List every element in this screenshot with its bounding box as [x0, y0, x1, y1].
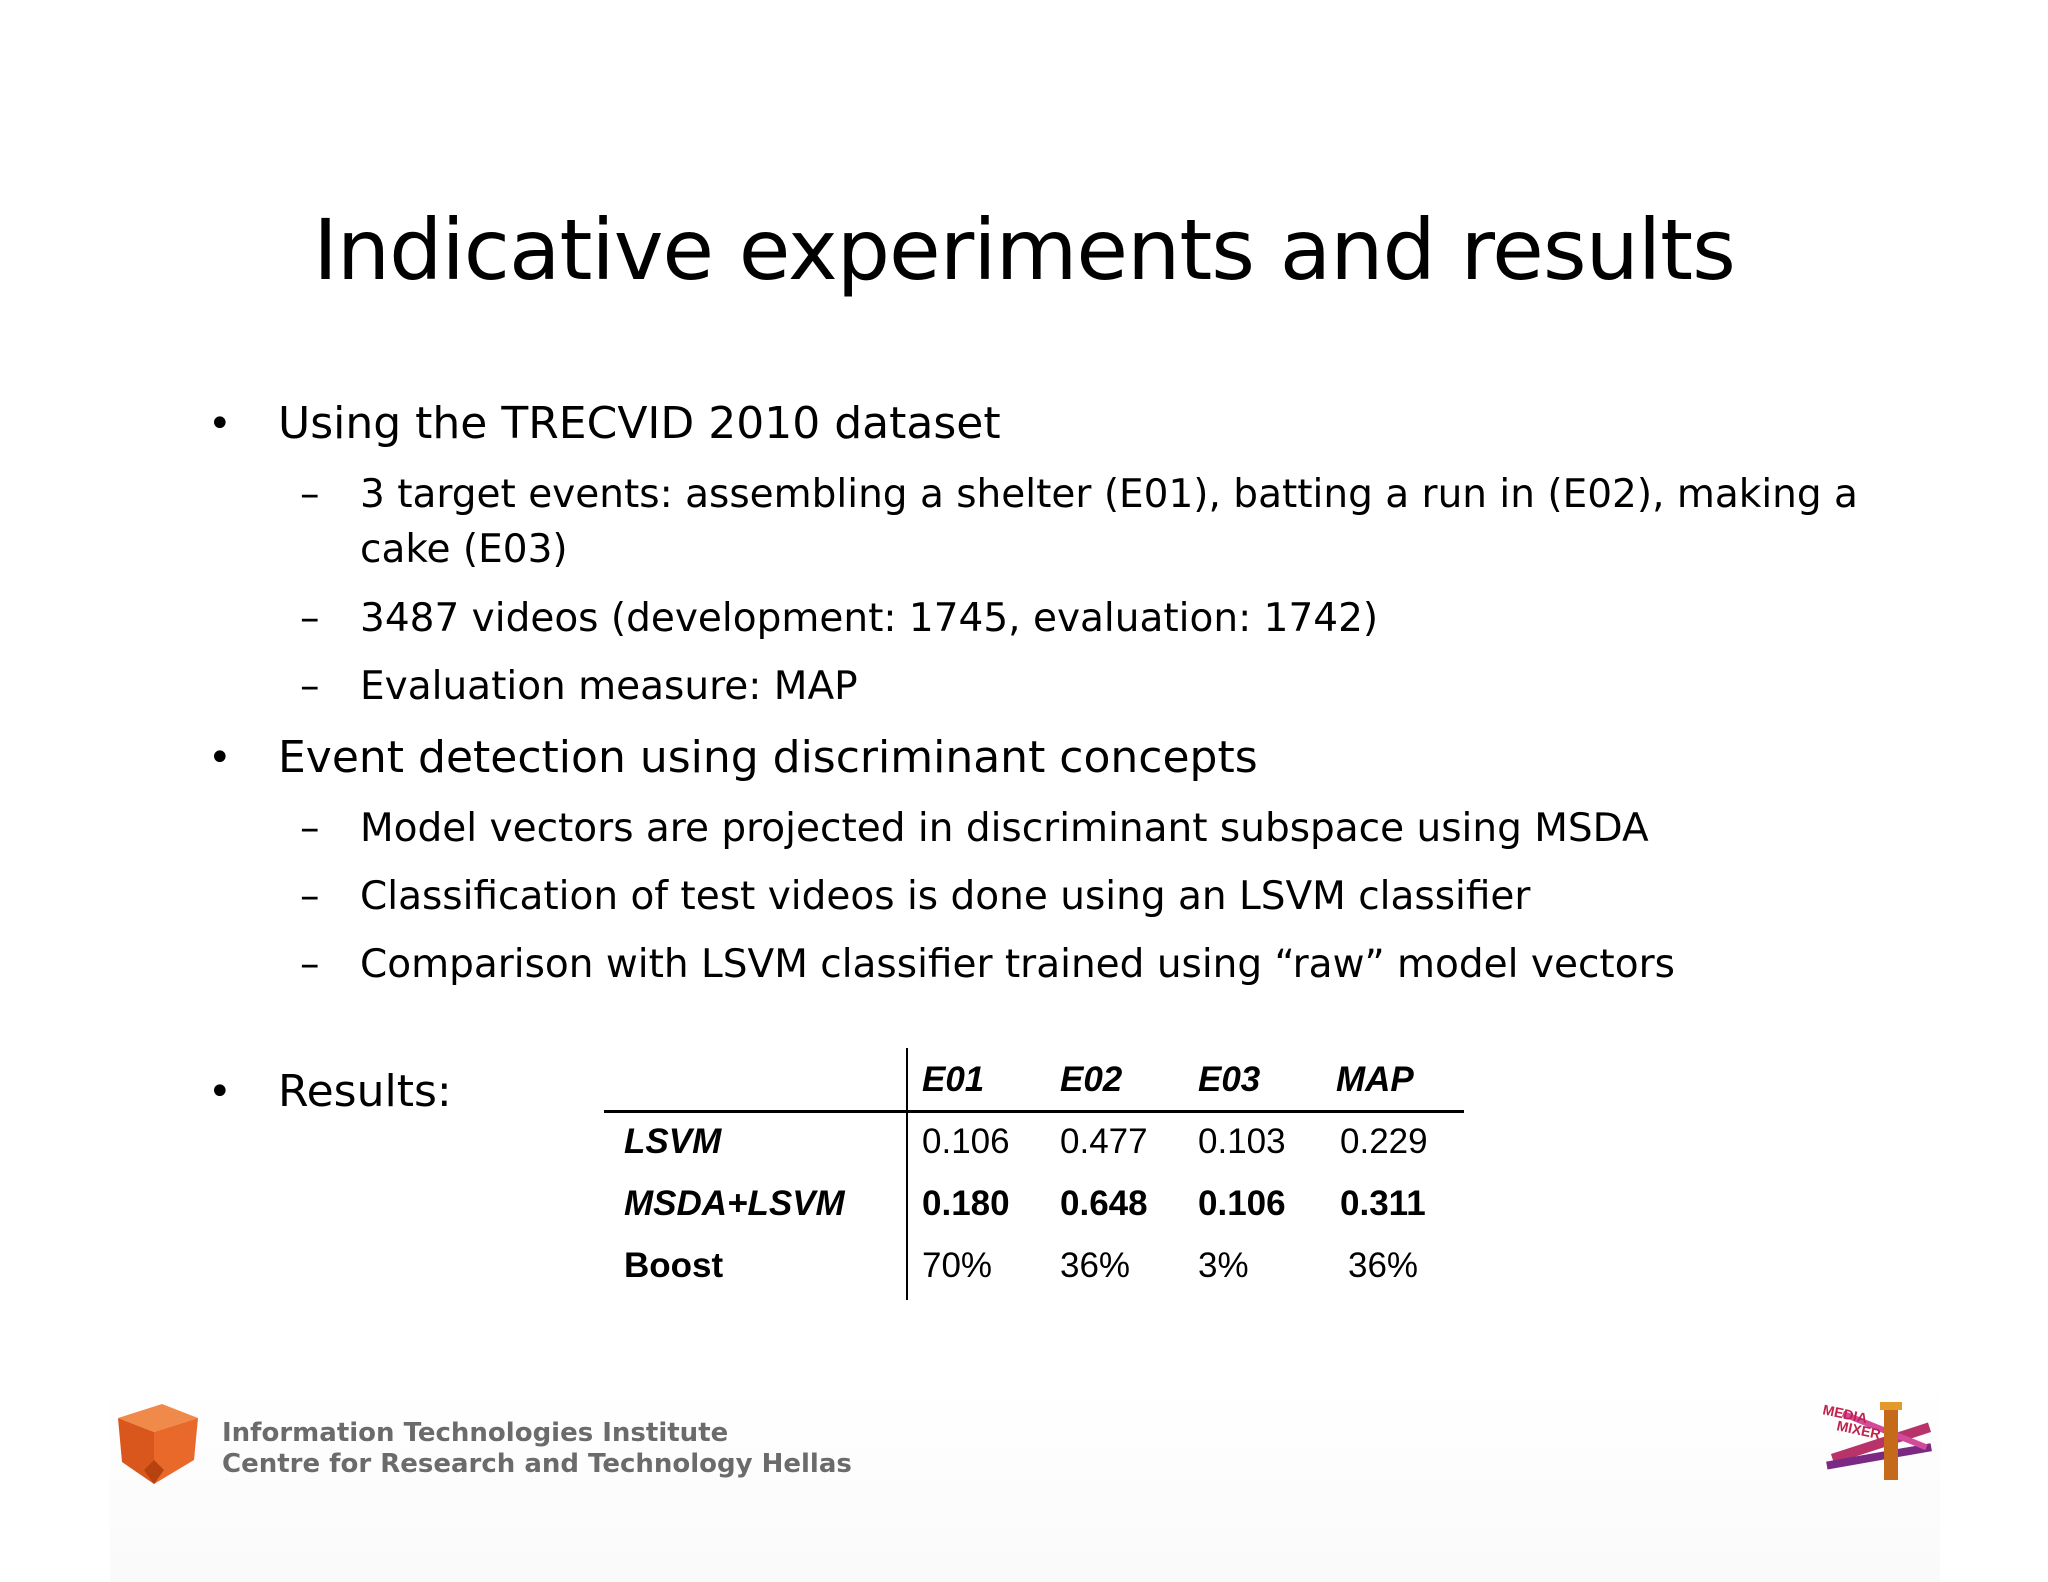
- footer-background: [110, 1380, 1940, 1582]
- table-cell: 0.106: [922, 1122, 1010, 1161]
- slide-title: Indicative experiments and results: [313, 201, 1736, 299]
- sub-bullet-marker: –: [300, 942, 320, 987]
- table-cell: 0.180: [922, 1184, 1010, 1223]
- svg-text:MIXER: MIXER: [1835, 1417, 1882, 1442]
- column-header-e01: E01: [922, 1060, 985, 1099]
- table-cell: 36%: [1348, 1246, 1419, 1285]
- table-vertical-rule: [906, 1048, 908, 1300]
- bullet-results: Results:: [278, 1066, 452, 1117]
- sub-bullet-lsvm: Classification of test videos is done us…: [360, 874, 1531, 919]
- sub-bullet-videos: 3487 videos (development: 1745, evaluati…: [360, 596, 1379, 641]
- sub-bullet-target-events-cont: cake (E03): [360, 527, 568, 572]
- bullet-event-detection: Event detection using discriminant conce…: [278, 732, 1258, 783]
- bullet-marker: •: [208, 401, 232, 447]
- column-header-map: MAP: [1336, 1060, 1414, 1099]
- results-table: E01 E02 E03 MAP LSVM 0.106 0.477 0.103 0…: [604, 1048, 1464, 1300]
- sub-bullet-marker: –: [300, 874, 320, 919]
- column-header-e03: E03: [1198, 1060, 1261, 1099]
- bullet-marker: •: [208, 735, 232, 781]
- bullet-dataset: Using the TRECVID 2010 dataset: [278, 398, 1001, 449]
- sub-bullet-msda: Model vectors are projected in discrimin…: [360, 806, 1649, 851]
- footer-institute-text: Information Technologies Institute Centr…: [222, 1418, 852, 1480]
- footer-line-2: Centre for Research and Technology Hella…: [222, 1449, 852, 1479]
- sub-bullet-marker: –: [300, 596, 320, 641]
- iti-cube-logo-icon: [118, 1404, 198, 1484]
- table-cell: 0.106: [1198, 1184, 1286, 1223]
- table-cell: 0.229: [1340, 1122, 1428, 1161]
- table-cell: 0.648: [1060, 1184, 1148, 1223]
- column-header-e02: E02: [1060, 1060, 1123, 1099]
- sub-bullet-comparison: Comparison with LSVM classifier trained …: [360, 942, 1675, 987]
- table-cell: 0.311: [1340, 1184, 1426, 1223]
- sub-bullet-marker: –: [300, 472, 320, 517]
- row-label-boost: Boost: [624, 1246, 724, 1285]
- media-mixer-logo-icon: MEDIA MIXER: [1821, 1401, 1932, 1480]
- sub-bullet-marker: –: [300, 664, 320, 709]
- sub-bullet-marker: –: [300, 806, 320, 851]
- table-cell: 3%: [1198, 1246, 1249, 1285]
- footer-line-1: Information Technologies Institute: [222, 1418, 729, 1448]
- sub-bullet-target-events: 3 target events: assembling a shelter (E…: [360, 472, 1858, 517]
- sub-bullet-evaluation: Evaluation measure: MAP: [360, 664, 858, 709]
- row-label-msda-lsvm: MSDA+LSVM: [624, 1184, 845, 1223]
- row-label-lsvm: LSVM: [624, 1122, 722, 1161]
- table-cell: 70%: [922, 1246, 993, 1285]
- bullet-marker: •: [208, 1069, 232, 1115]
- table-cell: 0.477: [1060, 1122, 1148, 1161]
- table-header-rule: [604, 1110, 1464, 1113]
- table-cell: 0.103: [1198, 1122, 1286, 1161]
- table-cell: 36%: [1060, 1246, 1131, 1285]
